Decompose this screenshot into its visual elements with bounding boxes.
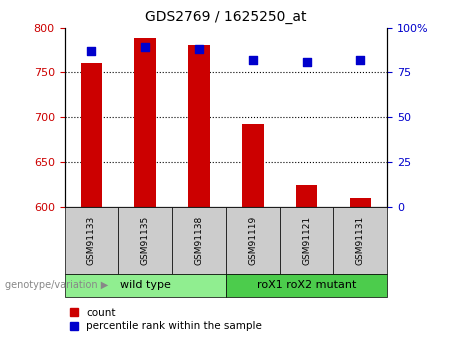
Point — [303, 59, 310, 65]
Text: wild type: wild type — [120, 280, 171, 290]
Text: GSM91131: GSM91131 — [356, 216, 365, 265]
Bar — [135, 38, 156, 207]
Point — [249, 57, 256, 63]
Point — [357, 57, 364, 63]
Bar — [349, 198, 371, 207]
Point — [88, 48, 95, 54]
Text: roX1 roX2 mutant: roX1 roX2 mutant — [257, 280, 356, 290]
Bar — [296, 185, 317, 207]
Point — [142, 45, 149, 50]
Bar — [242, 125, 264, 207]
Bar — [81, 63, 102, 207]
Legend: count, percentile rank within the sample: count, percentile rank within the sample — [70, 308, 262, 331]
Title: GDS2769 / 1625250_at: GDS2769 / 1625250_at — [145, 10, 307, 24]
Bar — [188, 45, 210, 207]
Text: GSM91135: GSM91135 — [141, 216, 150, 265]
Point — [195, 46, 203, 52]
Text: GSM91133: GSM91133 — [87, 216, 96, 265]
Text: GSM91138: GSM91138 — [195, 216, 203, 265]
Text: GSM91121: GSM91121 — [302, 216, 311, 265]
Text: GSM91119: GSM91119 — [248, 216, 257, 265]
Text: genotype/variation ▶: genotype/variation ▶ — [5, 280, 108, 290]
